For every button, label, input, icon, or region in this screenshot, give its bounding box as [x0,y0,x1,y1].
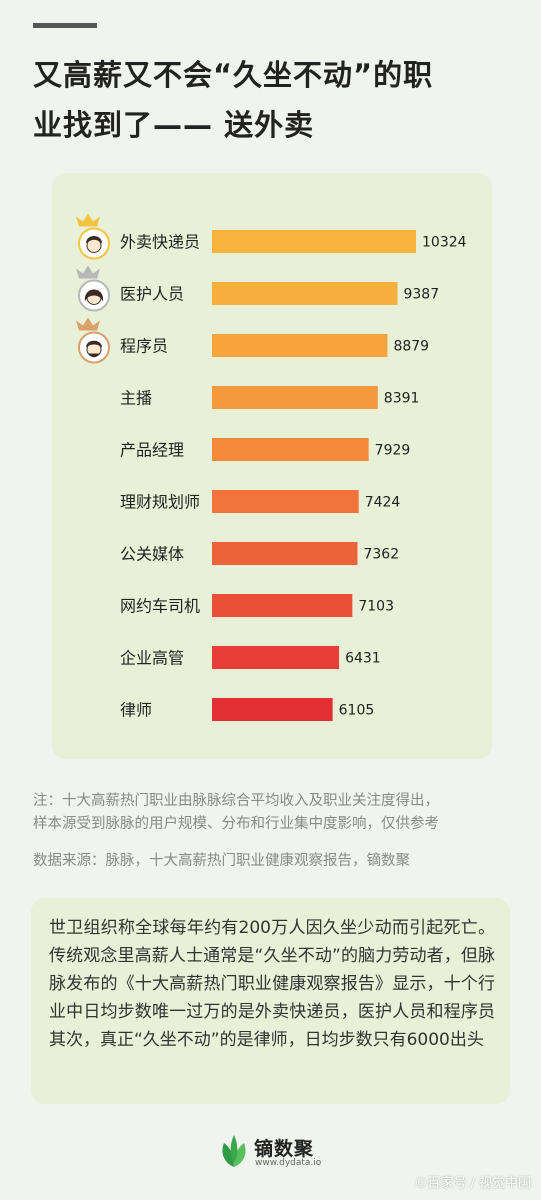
chart-card: 外卖快递员 10324 医护人员 9387 程序员 8879 主播 8391 产品经理 7929 理… [52,173,492,759]
bar-category-label: 律师 [120,701,152,720]
bar-row: 医护人员 9387 [76,265,439,312]
bar-category-label: 医护人员 [120,285,184,304]
bar-row: 律师 6105 [120,698,374,721]
note-line-2: 样本源受到脉脉的用户规模、分布和行业集中度影响，仅供参考 [33,816,439,832]
watermark: ©百家号 / 视觉中国 [414,1176,531,1191]
bar [212,282,398,305]
story-card: 世卫组织称全球每年约有200万人因久坐少动而引起死亡。传统观念里高薪人士通常是“… [31,898,510,1104]
bar [212,334,388,357]
story-text: 世卫组织称全球每年约有200万人因久坐少动而引起死亡。传统观念里高薪人士通常是“… [49,918,495,1050]
bar-value-label: 7362 [363,547,399,563]
bar [212,698,333,721]
crown-icon [76,265,100,279]
bar-row: 公关媒体 7362 [120,542,399,565]
bar [212,594,353,617]
note-line-1: 注：十大高薪热门职业由脉脉综合平均收入及职业关注度得出， [33,793,439,809]
bar [212,386,378,409]
bar [212,542,358,565]
bar-value-label: 7103 [358,599,394,615]
bar-category-label: 外卖快递员 [120,233,200,252]
bar-value-label: 6431 [345,651,381,667]
title-line-2: 业找到了—— 送外卖 [33,108,315,142]
bar-value-label: 10324 [422,235,467,251]
bar-value-label: 8879 [393,339,429,355]
bar [212,438,369,461]
bar-row: 网约车司机 7103 [120,594,394,617]
bar-category-label: 理财规划师 [120,493,200,512]
bar-category-label: 程序员 [120,337,168,356]
crown-icon [76,317,100,331]
bar-category-label: 网约车司机 [120,597,200,616]
bar-row: 理财规划师 7424 [120,490,400,513]
page-title: 又高薪又不会“久坐不动”的职 业找到了—— 送外卖 [33,50,513,150]
bar-category-label: 企业高管 [120,649,184,668]
bar [212,490,359,513]
title-accent-bar [33,23,97,28]
bar-row: 主播 8391 [120,386,419,409]
bar-category-label: 公关媒体 [120,545,184,564]
title-line-1: 又高薪又不会“久坐不动”的职 [33,58,434,92]
brand-name: 镝数聚 [254,1138,315,1160]
bar-category-label: 主播 [120,389,152,408]
bar-value-label: 7929 [375,443,411,459]
bar-value-label: 7424 [365,495,401,511]
bar-category-label: 产品经理 [120,441,184,460]
data-source: 数据来源：脉脉，十大高薪热门职业健康观察报告，镝数聚 [33,853,410,869]
bar-row: 产品经理 7929 [120,438,410,461]
bar [212,230,416,253]
crown-icon [76,213,100,227]
brand-leaf-logo-icon [222,1135,246,1167]
brand-url: www.dydata.io [255,1158,322,1168]
bar-value-label: 8391 [384,391,420,407]
bar [212,646,340,669]
avatar-hair-icon [86,236,102,244]
bar-chart: 外卖快递员 10324 医护人员 9387 程序员 8879 主播 8391 产品经理 7929 理… [76,213,467,721]
bar-row: 外卖快递员 10324 [76,213,467,260]
chart-note: 注：十大高薪热门职业由脉脉综合平均收入及职业关注度得出， 样本源受到脉脉的用户规… [33,790,523,836]
bar-row: 企业高管 6431 [120,646,381,669]
bar-value-label: 6105 [339,703,375,719]
avatar-hair-icon [84,289,104,302]
bar-value-label: 9387 [403,287,439,303]
avatar-hair-icon [86,340,102,358]
bar-row: 程序员 8879 [76,317,429,364]
